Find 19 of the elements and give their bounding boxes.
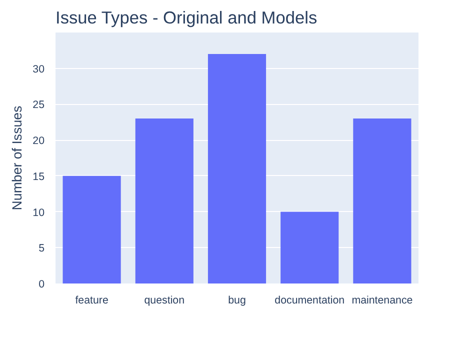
bar (353, 118, 412, 284)
x-tick-label: documentation (274, 294, 345, 306)
y-tick-label: 20 (32, 135, 45, 148)
bar (135, 118, 194, 284)
x-tick-label: maintenance (352, 294, 413, 306)
x-tick-label: question (144, 294, 185, 306)
y-tick-label: 15 (32, 170, 45, 183)
bar (208, 54, 266, 284)
y-tick-label: 10 (32, 206, 45, 219)
bar (62, 176, 121, 284)
x-tick-label: feature (75, 294, 108, 306)
y-tick-label: 5 (38, 242, 45, 255)
y-tick-label: 0 (38, 278, 45, 290)
bar (280, 212, 339, 284)
y-tick-label: 30 (32, 63, 45, 76)
x-tick-label: bug (228, 294, 246, 306)
y-tick-label: 25 (32, 99, 45, 112)
chart-title: Issue Types - Original and Models (56, 8, 318, 28)
y-axis-title: Number of Issues (10, 105, 25, 210)
